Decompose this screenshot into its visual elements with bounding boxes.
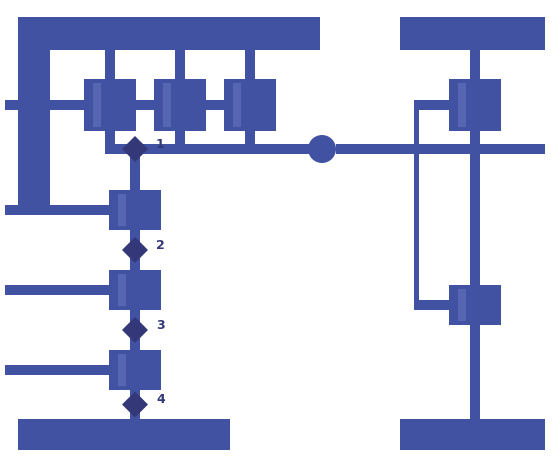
Polygon shape xyxy=(79,285,109,295)
Polygon shape xyxy=(459,289,466,321)
Polygon shape xyxy=(449,79,501,131)
Polygon shape xyxy=(400,419,545,450)
Polygon shape xyxy=(224,79,276,131)
Polygon shape xyxy=(154,79,206,131)
Polygon shape xyxy=(414,100,449,110)
Polygon shape xyxy=(109,270,161,310)
Polygon shape xyxy=(400,17,545,50)
Polygon shape xyxy=(130,144,140,190)
Polygon shape xyxy=(130,310,140,350)
Polygon shape xyxy=(5,100,54,110)
Polygon shape xyxy=(105,131,115,149)
Polygon shape xyxy=(130,230,140,270)
Polygon shape xyxy=(245,131,255,149)
Polygon shape xyxy=(449,285,501,325)
Polygon shape xyxy=(470,131,480,285)
Polygon shape xyxy=(18,419,230,450)
Polygon shape xyxy=(122,237,148,263)
Text: 2: 2 xyxy=(156,239,165,252)
Polygon shape xyxy=(336,144,545,154)
Polygon shape xyxy=(122,317,148,343)
Text: 1: 1 xyxy=(156,138,165,151)
Polygon shape xyxy=(109,190,161,230)
Polygon shape xyxy=(5,205,79,215)
Polygon shape xyxy=(79,365,109,375)
Polygon shape xyxy=(118,194,125,226)
Polygon shape xyxy=(122,392,148,418)
Polygon shape xyxy=(175,50,185,79)
Polygon shape xyxy=(459,83,466,127)
Polygon shape xyxy=(105,50,115,79)
Polygon shape xyxy=(5,100,194,110)
Polygon shape xyxy=(470,50,480,79)
Polygon shape xyxy=(470,325,480,419)
Polygon shape xyxy=(194,100,224,110)
Polygon shape xyxy=(414,100,419,154)
Polygon shape xyxy=(164,83,171,127)
Text: 4: 4 xyxy=(156,393,165,406)
Polygon shape xyxy=(175,131,185,149)
Polygon shape xyxy=(124,100,154,110)
Polygon shape xyxy=(5,285,79,295)
Polygon shape xyxy=(414,300,449,310)
Polygon shape xyxy=(255,144,310,154)
Polygon shape xyxy=(414,144,419,310)
Polygon shape xyxy=(118,354,125,386)
Polygon shape xyxy=(245,50,255,79)
Polygon shape xyxy=(109,350,161,390)
Polygon shape xyxy=(5,365,79,375)
Polygon shape xyxy=(54,100,84,110)
Polygon shape xyxy=(79,205,109,215)
Polygon shape xyxy=(18,17,50,205)
Polygon shape xyxy=(5,100,124,110)
Polygon shape xyxy=(234,83,241,127)
Text: 3: 3 xyxy=(156,319,165,332)
Polygon shape xyxy=(122,136,148,162)
Polygon shape xyxy=(84,79,136,131)
Polygon shape xyxy=(118,274,125,306)
Polygon shape xyxy=(130,390,140,419)
Circle shape xyxy=(308,135,336,163)
Polygon shape xyxy=(94,83,101,127)
Polygon shape xyxy=(105,144,255,154)
Polygon shape xyxy=(18,17,320,50)
